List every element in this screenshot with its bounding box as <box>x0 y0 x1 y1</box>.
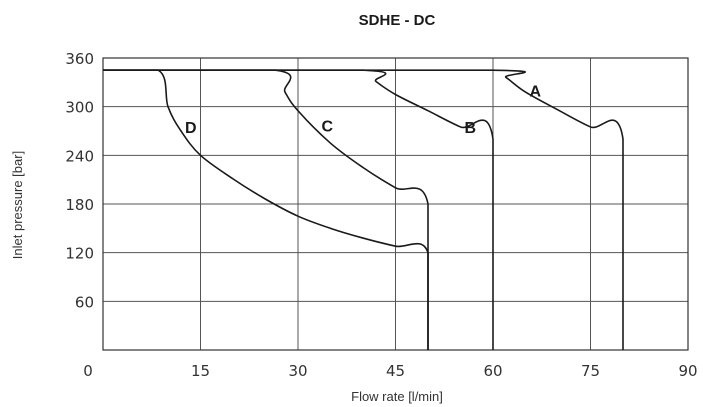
tick-labels: 0 15 30 45 60 75 90 60 120 180 240 300 360 <box>65 50 697 380</box>
plot-frame <box>102 57 689 351</box>
x-tick-label: 75 <box>581 362 600 380</box>
curve-a <box>103 69 624 350</box>
curve-label-c: C <box>321 118 333 135</box>
curve-b <box>103 69 494 350</box>
x-tick-label: 15 <box>191 362 210 380</box>
y-tick-label: 300 <box>65 99 94 117</box>
y-tick-label: 120 <box>65 245 94 263</box>
curve-label-a: A <box>529 83 541 100</box>
curve-labels: A B C D <box>185 83 542 137</box>
x-tick-label: 45 <box>386 362 405 380</box>
x-axis-label: Flow rate [l/min] <box>351 389 443 404</box>
y-axis-label: Inlet pressure [bar] <box>10 151 25 259</box>
x-tick-label: 30 <box>288 362 307 380</box>
curve-d <box>103 69 429 350</box>
x-tick-label: 90 <box>678 362 697 380</box>
y-tick-label: 180 <box>65 196 94 214</box>
curve-label-b: B <box>464 120 476 137</box>
grid <box>103 58 688 350</box>
curve-c <box>103 69 429 350</box>
chart-title: SDHE - DC <box>359 12 436 29</box>
y-tick-label: 360 <box>65 50 94 68</box>
x-tick-label: 60 <box>483 362 502 380</box>
y-tick-label: 60 <box>75 293 94 311</box>
y-tick-label: 240 <box>65 147 94 165</box>
x-tick-label: 0 <box>83 362 93 380</box>
curve-label-d: D <box>185 120 197 137</box>
curves <box>103 69 624 350</box>
